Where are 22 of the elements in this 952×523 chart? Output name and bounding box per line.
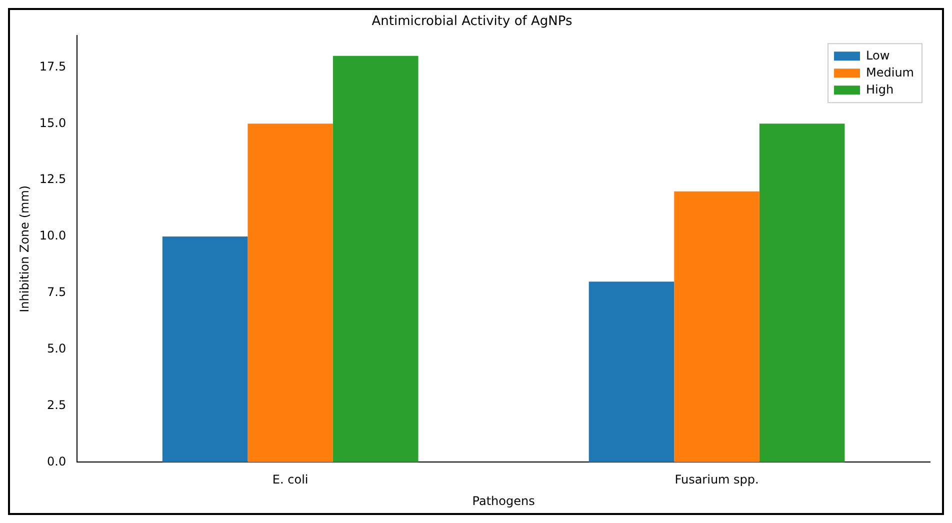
y-tick-label: 7.5 — [47, 285, 66, 300]
x-tick-label: Fusarium spp. — [674, 472, 759, 487]
bar — [248, 124, 333, 462]
y-tick-label: 0.0 — [47, 454, 66, 468]
y-tick-label: 5.0 — [47, 341, 66, 356]
legend-label: Low — [866, 48, 890, 63]
x-axis-title: Pathogens — [472, 494, 535, 508]
y-tick-label: 10.0 — [39, 228, 66, 243]
y-axis-title: Inhibition Zone (mm) — [17, 185, 32, 312]
y-tick-label: 15.0 — [39, 116, 66, 130]
y-tick-label: 12.5 — [39, 172, 66, 186]
legend-label: Medium — [866, 66, 914, 80]
bar — [588, 282, 674, 462]
legend-label: High — [866, 82, 894, 97]
bar — [674, 191, 760, 462]
chart-title: Antimicrobial Activity of AgNPs — [372, 14, 572, 30]
bar — [759, 124, 845, 462]
y-tick-label: 2.5 — [47, 398, 66, 412]
bar — [332, 56, 418, 462]
bar — [162, 236, 248, 462]
y-tick-label: 17.5 — [39, 59, 66, 74]
x-tick-label: E. coli — [272, 472, 308, 487]
